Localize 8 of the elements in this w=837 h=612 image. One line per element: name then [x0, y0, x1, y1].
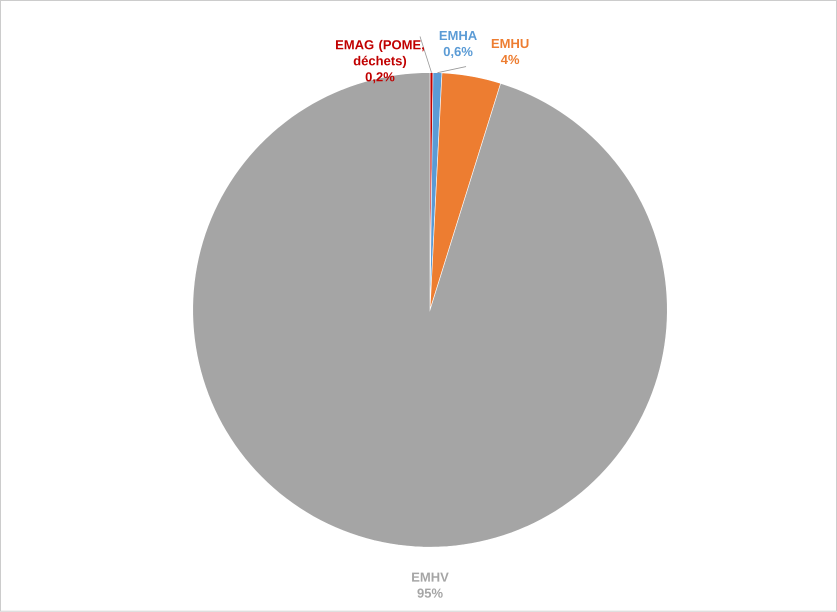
slice-label: EMAG (POME, déchets) — [336, 40, 424, 68]
data-label: 0,2% — [366, 72, 394, 84]
data-label: 0,6% — [444, 47, 473, 58]
slice-label: EMHA — [440, 31, 477, 40]
data-label: 4% — [500, 55, 520, 64]
slice-label: EMHV — [412, 572, 449, 582]
data-label: 95% — [417, 588, 443, 598]
slice-label: EMHU — [492, 39, 528, 48]
